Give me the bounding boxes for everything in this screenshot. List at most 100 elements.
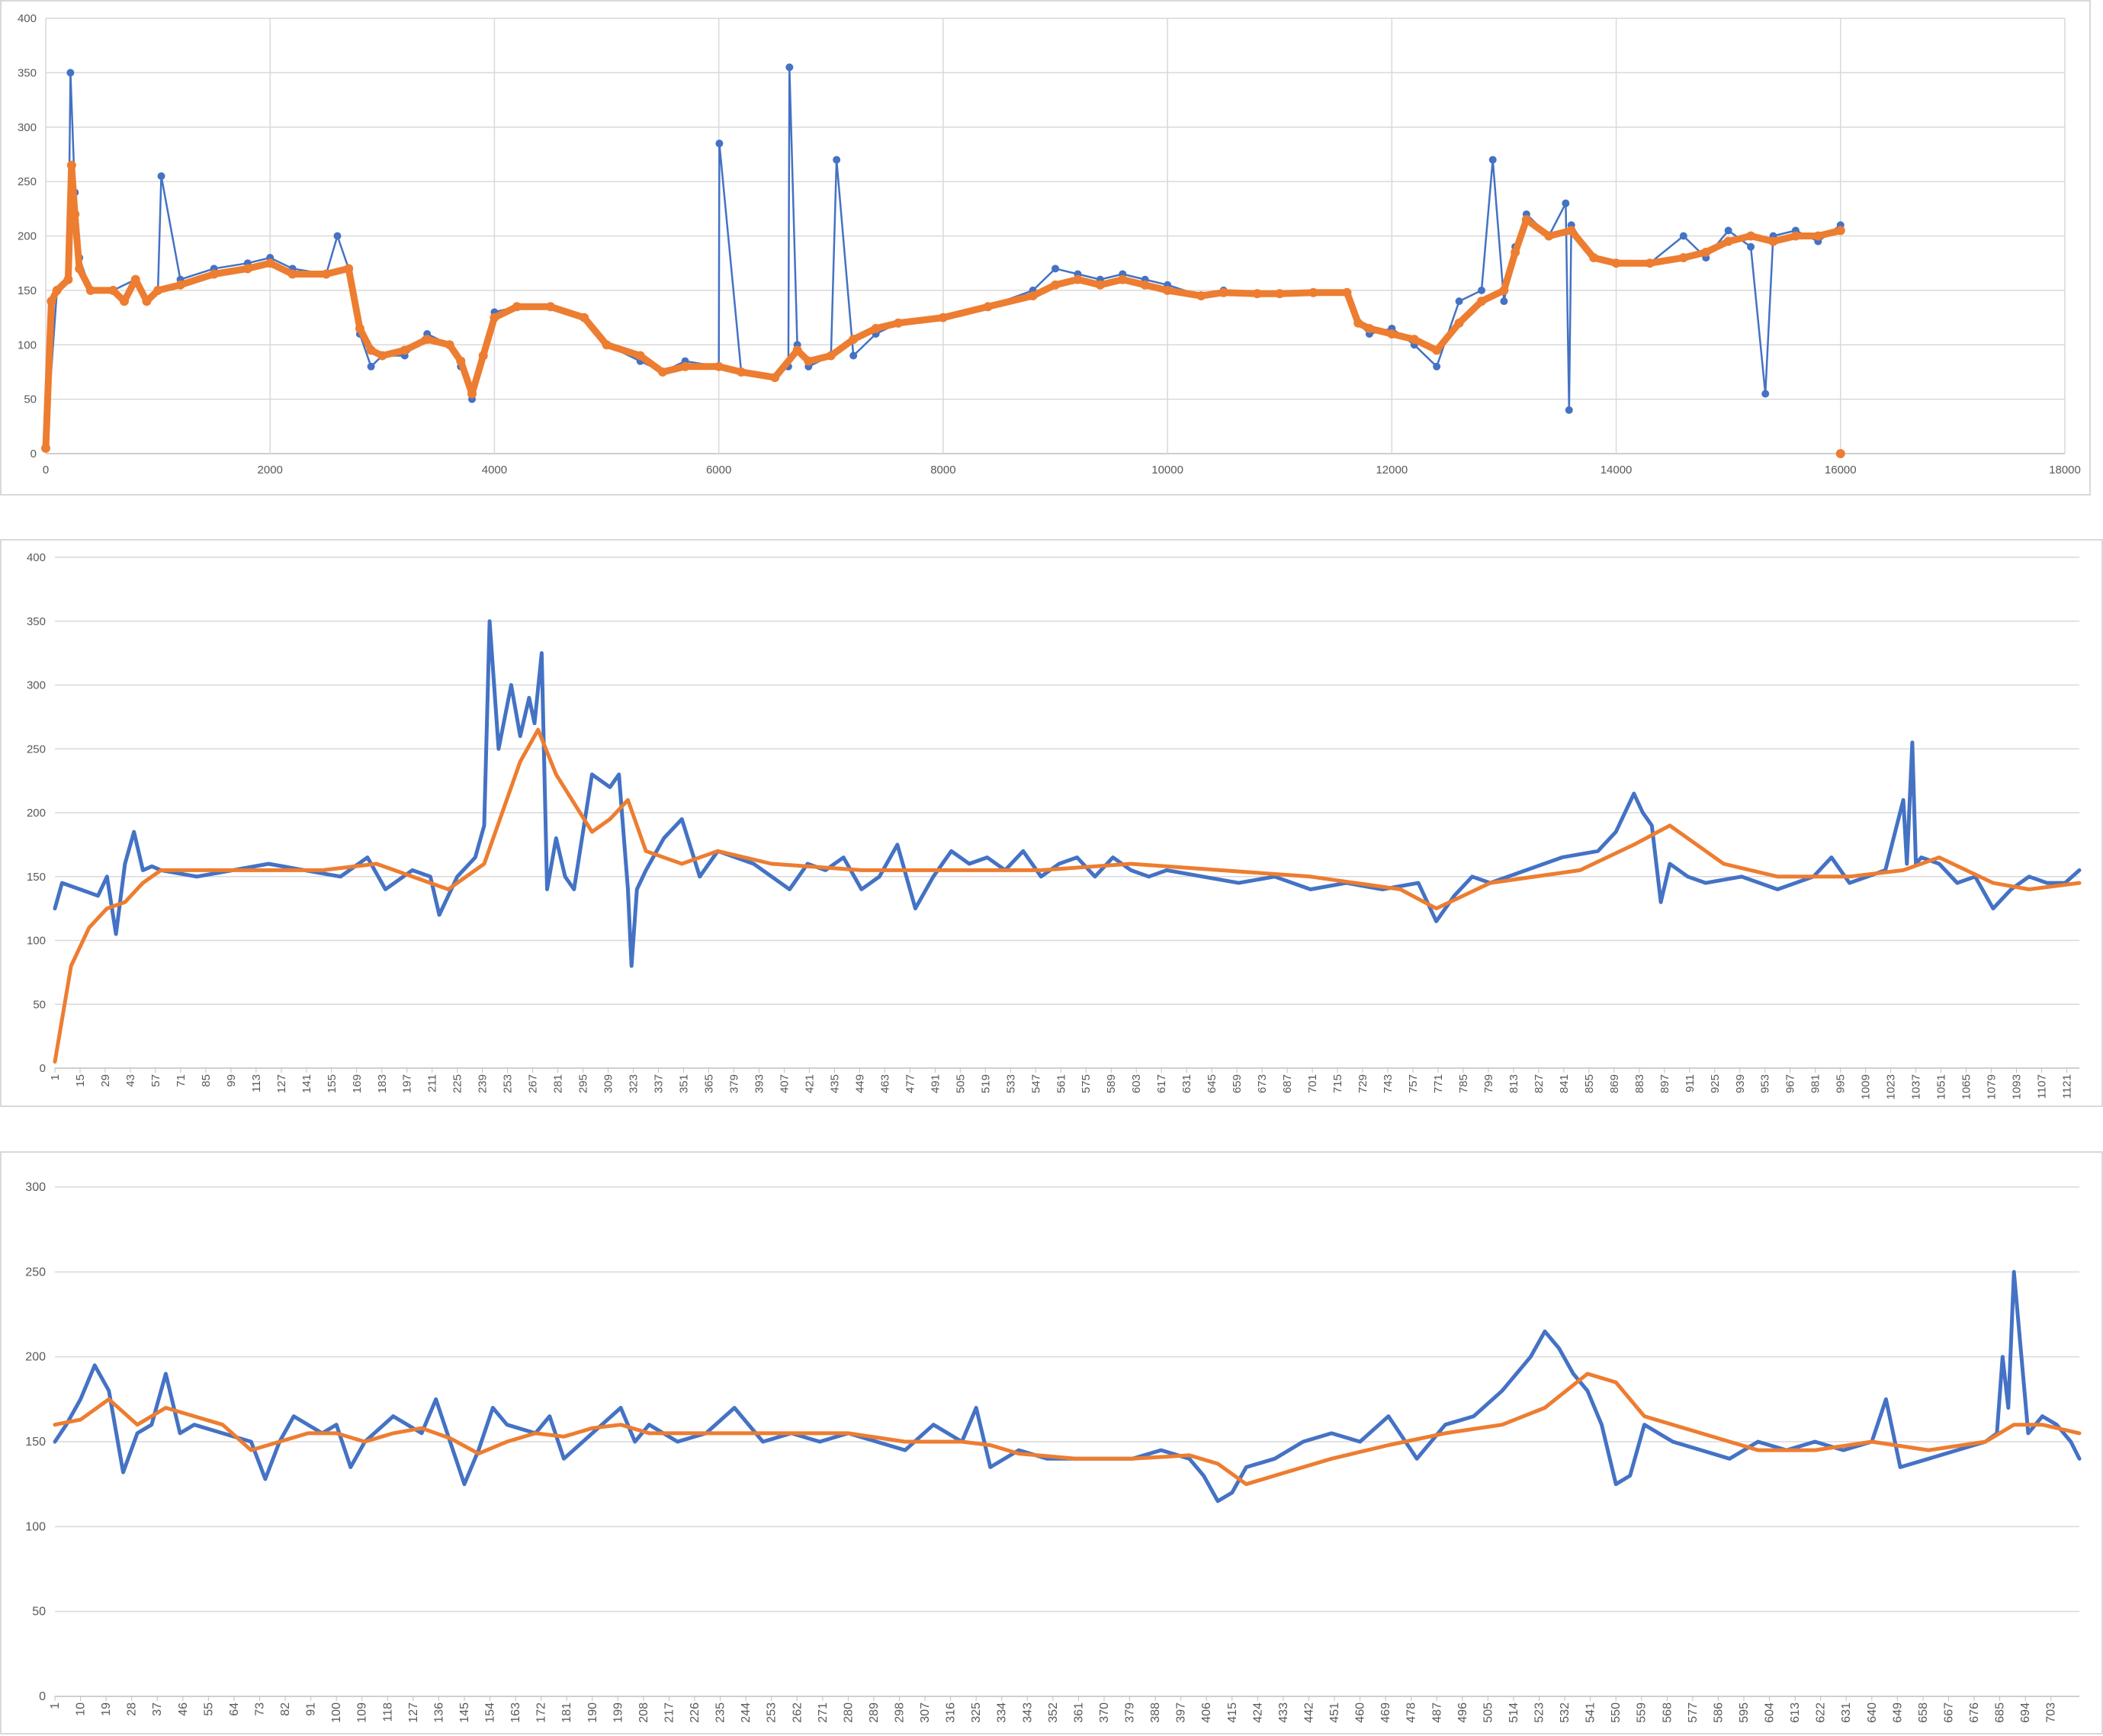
x-tick-label: 995 [1835,1074,1848,1093]
x-tick-label: 82 [279,1702,292,1716]
x-tick-label: 393 [753,1074,766,1093]
series-1-point [785,63,794,72]
series-2-point [658,367,668,377]
x-tick-label: 855 [1583,1074,1596,1093]
series-2-point [792,345,802,355]
y-tick-label: 250 [25,1266,46,1279]
series-2-point [1813,231,1823,241]
x-tick-label: 1 [49,1702,62,1709]
x-tick-label: 8000 [930,464,955,477]
series-2-point [1140,280,1150,290]
x-tick-label: 589 [1105,1074,1118,1093]
x-tick-label: 407 [778,1074,791,1093]
x-tick-label: 307 [919,1702,932,1723]
series-1-point [1488,156,1497,164]
series-2-point [1723,236,1733,246]
x-tick-label: 141 [300,1074,313,1093]
x-tick-label: 799 [1482,1074,1495,1093]
x-tick-label: 827 [1533,1074,1546,1093]
series-1-point [849,351,858,360]
x-tick-label: 370 [1098,1702,1111,1723]
x-tick-label: 595 [1738,1702,1751,1723]
x-tick-label: 561 [1055,1074,1068,1093]
x-tick-label: 622 [1815,1702,1828,1723]
series-2-point [1746,231,1756,241]
x-tick-label: 514 [1507,1702,1520,1723]
x-tick-label: 687 [1281,1074,1294,1093]
series-1-point [833,156,841,164]
x-tick-label: 421 [803,1074,816,1093]
x-tick-label: 29 [99,1074,112,1087]
x-tick-label: 85 [200,1074,213,1087]
series-2-point [983,302,993,312]
x-tick-label: 15 [74,1074,87,1087]
series-2-point [804,356,814,366]
x-tick-label: 1023 [1885,1074,1898,1099]
x-ticks [54,1068,2068,1073]
x-tick-label: 199 [612,1702,624,1723]
x-tick-label: 172 [535,1702,548,1723]
x-tick-label: 631 [1180,1074,1193,1093]
series-2-point [1387,329,1397,339]
series-2-point [1454,318,1464,328]
series-2-point [1196,291,1206,301]
x-tick-label: 118 [381,1702,394,1722]
series-2-point [52,285,62,295]
x-tick-label: 505 [954,1074,967,1093]
y-tick-label: 0 [31,448,37,460]
y-tick-label: 0 [40,1062,46,1075]
y-tick-label: 100 [27,935,46,948]
x-tick-label: 145 [458,1702,471,1723]
y-tick-label: 100 [18,339,37,351]
x-tick-label: 73 [253,1702,266,1716]
series-2-point [1768,236,1778,246]
x-tick-label: 352 [1047,1702,1060,1723]
x-tick-label: 667 [1942,1702,1955,1723]
series-2-point [41,443,50,453]
series-2-point [1835,226,1845,236]
series-2-point [602,340,612,350]
series-1-point [1679,232,1687,240]
x-tick-label: 169 [351,1074,364,1093]
x-tick-label: 226 [689,1702,702,1723]
y-tick-label: 400 [18,12,37,25]
x-tick-label: 424 [1251,1702,1264,1723]
x-tick-label: 28 [126,1702,139,1716]
series-1-point [333,232,342,240]
series-1-point [1747,242,1755,251]
x-tick-label: 658 [1917,1702,1930,1723]
series-2-point [175,280,185,290]
x-tick-label: 1121 [2061,1074,2074,1099]
x-tick-label: 568 [1661,1702,1674,1723]
y-tick-label: 350 [27,615,46,628]
series-2-point [1589,253,1599,263]
series-1-point [1052,265,1059,273]
series-2-point [47,297,56,306]
x-tick-label: 550 [1610,1702,1623,1723]
y-gridlines [55,1186,2079,1697]
y-gridlines [46,18,2065,454]
series-2-point [1511,247,1520,257]
x-tick-label: 267 [527,1074,540,1093]
x-tick-label: 262 [791,1702,804,1723]
x-tick-label: 435 [828,1074,841,1093]
x-tick-label: 10000 [1151,464,1183,477]
series-2-point [355,323,364,333]
x-tick-label: 813 [1507,1074,1520,1093]
x-tick-label: 244 [740,1702,753,1723]
x-tick-label: 379 [1124,1702,1137,1723]
x-tick-label: 547 [1029,1074,1042,1093]
x-tick-label: 487 [1430,1702,1443,1723]
x-tick-label: 316 [945,1702,958,1723]
x-tick-label: 55 [202,1702,215,1716]
x-tick-label: 14000 [1601,464,1633,477]
x-tick-label: 617 [1155,1074,1168,1093]
y-tick-label: 150 [25,1436,46,1449]
series-2-point [490,313,499,322]
series-2-point [70,209,80,219]
x-tick-label: 12000 [1376,464,1408,477]
x-tick-label: 1037 [1910,1074,1923,1099]
x-tick-label: 519 [979,1074,992,1093]
series-2-point [1051,280,1060,290]
